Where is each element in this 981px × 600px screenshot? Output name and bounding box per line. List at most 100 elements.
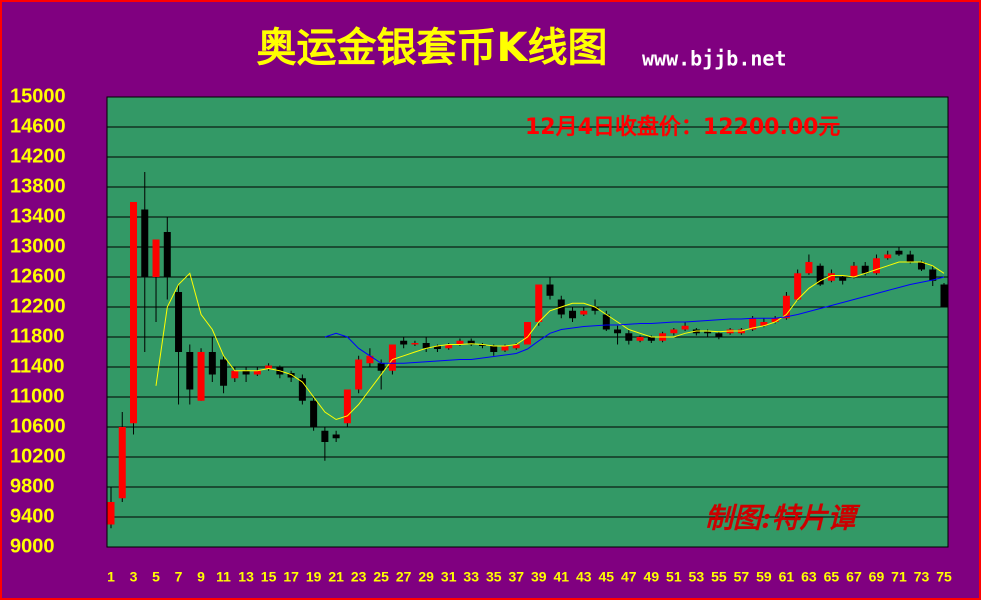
candle-body xyxy=(647,337,655,341)
x-tick-label: 13 xyxy=(238,569,254,585)
x-tick-label: 67 xyxy=(846,569,862,585)
candle-body xyxy=(186,352,194,390)
candle-body xyxy=(546,284,554,296)
x-tick-label: 45 xyxy=(599,569,615,585)
x-tick-label: 19 xyxy=(306,569,322,585)
y-tick-label: 13800 xyxy=(10,175,66,197)
candle-body xyxy=(501,346,509,351)
candle-body xyxy=(917,262,925,270)
candle-body xyxy=(535,284,543,322)
y-tick-label: 11000 xyxy=(10,385,65,407)
candle-body xyxy=(884,254,892,259)
x-tick-label: 63 xyxy=(801,569,817,585)
x-tick-label: 41 xyxy=(553,569,569,585)
candle-body xyxy=(715,333,723,337)
candle-body xyxy=(107,502,115,525)
candle-body xyxy=(614,329,622,334)
x-tick-label: 5 xyxy=(152,569,160,585)
candle-body xyxy=(343,389,351,424)
candle-body xyxy=(118,427,126,499)
x-tick-label: 1 xyxy=(107,569,115,585)
candle-body xyxy=(355,359,363,390)
candle-body xyxy=(298,378,306,401)
x-tick-label: 57 xyxy=(734,569,750,585)
candle-body xyxy=(625,333,633,341)
candle-body xyxy=(411,343,419,345)
x-tick-label: 33 xyxy=(463,569,479,585)
x-tick-label: 7 xyxy=(175,569,183,585)
candle-body xyxy=(490,346,498,352)
candle-body xyxy=(861,265,869,274)
candle-body xyxy=(366,355,374,364)
x-tick-label: 39 xyxy=(531,569,547,585)
candle-body xyxy=(141,209,149,277)
moving-average-line xyxy=(155,261,945,421)
candle-body xyxy=(175,292,183,352)
x-tick-label: 53 xyxy=(689,569,705,585)
x-tick-label: 49 xyxy=(644,569,660,585)
x-tick-label: 23 xyxy=(351,569,367,585)
x-tick-label: 75 xyxy=(936,569,952,585)
candle-body xyxy=(771,318,779,322)
candle-body xyxy=(433,346,441,349)
y-tick-label: 10600 xyxy=(10,415,66,437)
candle-body xyxy=(670,329,678,334)
candle-body xyxy=(929,269,937,281)
x-tick-label: 35 xyxy=(486,569,502,585)
y-tick-label: 14600 xyxy=(10,115,66,137)
x-tick-label: 9 xyxy=(197,569,205,585)
candle-body xyxy=(749,318,757,330)
x-tick-label: 51 xyxy=(666,569,682,585)
candle-body xyxy=(265,365,273,369)
y-tick-label: 10200 xyxy=(10,445,66,467)
candle-body xyxy=(704,331,712,334)
subtitle: www.bjjb.net xyxy=(642,47,787,71)
x-tick-label: 31 xyxy=(441,569,457,585)
candle-body xyxy=(163,232,171,277)
candle-body xyxy=(850,265,858,277)
candle-body xyxy=(388,344,396,371)
candle-body xyxy=(895,250,903,255)
y-tick-label: 9800 xyxy=(10,475,55,497)
x-tick-label: 29 xyxy=(418,569,434,585)
candle-body xyxy=(197,352,205,401)
candle-body xyxy=(782,295,790,319)
y-tick-label: 13400 xyxy=(10,205,66,227)
annotation: 制图:特片谭 xyxy=(705,502,861,535)
candle-body xyxy=(681,325,689,330)
candle-body xyxy=(220,359,228,386)
y-tick-label: 15000 xyxy=(10,85,66,107)
candle-body xyxy=(602,314,610,330)
annotation: 12月4日收盘价：12200.00元 xyxy=(525,114,840,140)
x-tick-label: 21 xyxy=(328,569,344,585)
moving-average-line xyxy=(324,276,945,364)
candle-body xyxy=(377,363,385,371)
candle-body xyxy=(130,202,138,424)
candle-body xyxy=(310,400,318,427)
y-tick-label: 12200 xyxy=(10,295,66,317)
candle-body xyxy=(478,344,486,346)
x-tick-label: 17 xyxy=(283,569,299,585)
x-tick-label: 55 xyxy=(711,569,727,585)
candle-body xyxy=(524,322,531,345)
x-tick-label: 69 xyxy=(869,569,885,585)
y-tick-label: 9000 xyxy=(10,535,55,557)
candle-body xyxy=(253,370,261,375)
x-tick-label: 3 xyxy=(130,569,138,585)
candle-body xyxy=(816,265,824,285)
candle-body xyxy=(422,343,430,349)
y-tick-label: 12600 xyxy=(10,265,66,287)
x-tick-label: 71 xyxy=(891,569,907,585)
y-tick-label: 14200 xyxy=(10,145,66,167)
candle-body xyxy=(827,273,835,281)
x-tick-label: 59 xyxy=(756,569,772,585)
x-tick-label: 65 xyxy=(824,569,840,585)
candle-body xyxy=(287,373,295,378)
x-tick-label: 61 xyxy=(779,569,795,585)
x-tick-label: 25 xyxy=(373,569,389,585)
candle-body xyxy=(872,258,880,274)
candle-body xyxy=(208,352,216,375)
x-tick-label: 47 xyxy=(621,569,637,585)
candle-body xyxy=(242,370,250,375)
